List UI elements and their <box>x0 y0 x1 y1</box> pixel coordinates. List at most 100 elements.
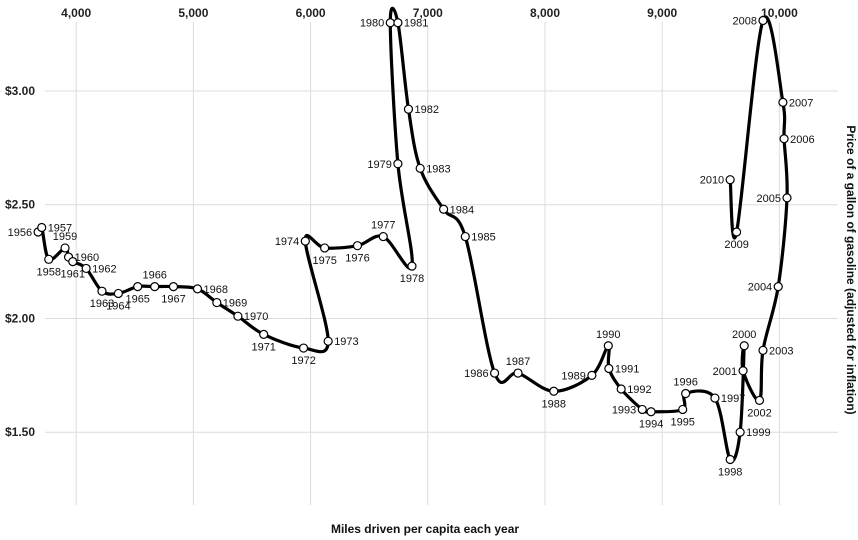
data-point <box>739 341 749 351</box>
data-point <box>352 241 363 251</box>
point-label: 1972 <box>291 355 315 367</box>
x-tick-label: 9,000 <box>647 6 677 20</box>
point-labels: 1956 1957 1958 1959 1960 1961 1962 196319641965… <box>8 16 815 479</box>
point-label: 1994 <box>639 419 663 431</box>
point-label: 1956 <box>8 227 32 239</box>
data-point <box>460 231 470 242</box>
y-tick-label: $3.00 <box>5 84 35 98</box>
data-point <box>604 363 614 374</box>
point-label: 1986 <box>464 368 488 380</box>
point-label: 1960 <box>75 252 99 264</box>
point-label: 2001 <box>713 366 737 378</box>
data-point <box>415 163 425 173</box>
x-tick-label: 8,000 <box>530 6 560 20</box>
x-tick-label: 7,000 <box>413 6 443 20</box>
x-tick-label: 6,000 <box>296 6 326 20</box>
x-tick-label: 5,000 <box>178 6 208 20</box>
data-point <box>407 261 417 271</box>
data-point <box>681 388 691 399</box>
point-label: 2007 <box>789 97 813 109</box>
data-point <box>212 297 222 308</box>
point-label: 2002 <box>747 407 771 419</box>
data-point <box>646 407 656 417</box>
point-label: 1967 <box>161 294 185 306</box>
point-label: 1977 <box>371 220 395 232</box>
point-label: 2008 <box>733 16 757 28</box>
data-point <box>233 311 243 321</box>
point-label: 1982 <box>415 104 439 116</box>
point-label: 1997 <box>721 393 745 405</box>
data-point <box>779 134 789 144</box>
gridlines <box>45 22 838 505</box>
data-point <box>758 345 768 355</box>
x-tick-label: 4,000 <box>61 6 91 20</box>
data-point <box>735 427 745 437</box>
data-point <box>403 104 414 114</box>
point-label: 1969 <box>223 298 247 310</box>
data-point <box>773 282 783 292</box>
point-label: 1965 <box>125 294 149 306</box>
data-point <box>150 282 160 292</box>
data-point <box>37 222 47 233</box>
point-label: 1980 <box>360 18 384 30</box>
point-label: 1959 <box>53 231 77 243</box>
data-point <box>378 231 388 242</box>
tick-labels: 4,000 5,000 6,000 7,000 8,000 9,000 10,000 $1.5… <box>5 6 798 439</box>
point-label: 1988 <box>542 398 566 410</box>
point-label: 2003 <box>769 345 793 357</box>
data-point <box>259 329 269 339</box>
y-tick-label: $2.50 <box>5 198 35 212</box>
data-point <box>513 368 523 378</box>
data-point <box>393 159 403 169</box>
point-label: 2005 <box>757 193 781 205</box>
point-label: 2004 <box>748 282 772 294</box>
data-points <box>33 15 792 465</box>
point-label: 1968 <box>204 284 228 296</box>
data-point <box>60 243 70 253</box>
y-tick-label: $2.00 <box>5 311 35 325</box>
point-label: 1975 <box>312 255 336 267</box>
point-label: 1976 <box>345 253 369 265</box>
point-label: 1981 <box>404 18 428 30</box>
point-label: 1974 <box>275 236 299 248</box>
point-label: 1958 <box>37 266 61 278</box>
data-point <box>393 18 403 28</box>
data-point <box>298 343 309 353</box>
point-label: 2000 <box>732 329 756 341</box>
point-label: 1993 <box>612 405 636 417</box>
data-point <box>725 454 735 465</box>
x-axis-label: Miles driven per capita each year <box>331 522 519 536</box>
point-label: 1978 <box>400 273 424 285</box>
data-point <box>489 368 500 378</box>
data-point <box>738 366 748 376</box>
y-tick-label: $1.50 <box>5 425 35 439</box>
point-label: 1964 <box>106 300 130 312</box>
point-label: 1998 <box>718 467 742 479</box>
point-label: 1963 <box>90 298 114 310</box>
data-point <box>113 288 123 299</box>
data-point <box>323 336 333 346</box>
data-point <box>637 404 647 415</box>
point-label: 2006 <box>790 134 814 146</box>
x-tick-label: 10,000 <box>761 6 798 20</box>
data-line <box>36 6 789 463</box>
point-label: 1996 <box>673 377 697 389</box>
point-label: 2010 <box>700 175 724 187</box>
point-label: 1984 <box>450 204 474 216</box>
point-label: 1987 <box>506 356 530 368</box>
data-point <box>44 254 54 264</box>
data-point <box>758 15 768 26</box>
point-label: 1995 <box>670 417 694 429</box>
data-point <box>320 243 330 253</box>
data-point <box>549 386 559 396</box>
data-point <box>732 227 742 237</box>
point-label: 1973 <box>334 336 358 348</box>
data-point <box>81 263 91 274</box>
point-label: 2009 <box>724 239 748 251</box>
data-point <box>97 286 107 296</box>
data-point <box>782 193 792 203</box>
point-label: 1992 <box>627 384 651 396</box>
data-point <box>439 204 449 214</box>
y-axis-label: Price of a gallon of gasoline (adjusted … <box>844 125 858 414</box>
